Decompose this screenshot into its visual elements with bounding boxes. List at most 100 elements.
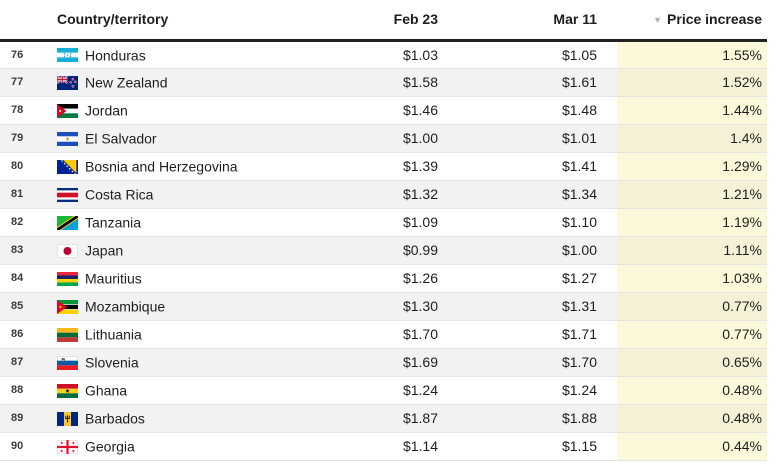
- mar11-price-cell: $1.10: [447, 208, 617, 237]
- table-row: 77 New Zealand $1.58 $1.61 1.52%: [0, 68, 767, 97]
- feb23-price-cell: $1.69: [317, 348, 447, 377]
- country-name: Barbados: [85, 410, 145, 427]
- feb23-price-cell: $1.00: [317, 124, 447, 153]
- country-cell: Ghana: [57, 376, 317, 405]
- mar11-price-cell: $1.34: [447, 180, 617, 209]
- price-increase-cell: 0.65%: [617, 348, 767, 377]
- rank-cell: 77: [0, 68, 57, 97]
- price-increase-cell: 1.11%: [617, 236, 767, 265]
- price-increase-column-header[interactable]: ▼ Price increase: [617, 0, 767, 42]
- price-increase-cell: 1.03%: [617, 264, 767, 293]
- mar11-price-cell: $1.01: [447, 124, 617, 153]
- table-row: 88 Ghana $1.24 $1.24 0.48%: [0, 376, 767, 405]
- table-row: 86 Lithuania $1.70 $1.71 0.77%: [0, 320, 767, 349]
- country-cell: New Zealand: [57, 68, 317, 97]
- sort-descending-icon[interactable]: ▼: [653, 15, 663, 26]
- feb23-column-header[interactable]: Feb 23: [317, 0, 447, 42]
- table-row: 87 Slovenia $1.69 $1.70 0.65%: [0, 348, 767, 377]
- mar11-price-cell: $1.05: [447, 40, 617, 69]
- country-name: El Salvador: [85, 130, 157, 147]
- price-increase-cell: 1.52%: [617, 68, 767, 97]
- jordan-flag-icon: [57, 103, 78, 118]
- country-name: Lithuania: [85, 326, 142, 343]
- mar11-price-cell: $1.27: [447, 264, 617, 293]
- rank-cell: 87: [0, 348, 57, 377]
- tanzania-flag-icon: [57, 215, 78, 230]
- price-increase-cell: 1.29%: [617, 152, 767, 181]
- country-name: Georgia: [85, 438, 135, 455]
- feb23-price-cell: $1.03: [317, 40, 447, 69]
- feb23-price-cell: $1.26: [317, 264, 447, 293]
- rank-cell: 90: [0, 432, 57, 461]
- mar11-price-cell: $1.61: [447, 68, 617, 97]
- country-cell: Mozambique: [57, 292, 317, 321]
- price-increase-cell: 0.48%: [617, 376, 767, 405]
- feb23-price-cell: $1.46: [317, 96, 447, 125]
- country-cell: El Salvador: [57, 124, 317, 153]
- price-increase-cell: 0.77%: [617, 320, 767, 349]
- country-cell: Barbados: [57, 404, 317, 433]
- feb23-price-cell: $1.14: [317, 432, 447, 461]
- table-row: 80 Bosnia and Herzegovina $1.39 $1.41 1.…: [0, 152, 767, 181]
- feb23-price-cell: $1.09: [317, 208, 447, 237]
- country-cell: Mauritius: [57, 264, 317, 293]
- price-table: Country/territory Feb 23 Mar 11 ▼ Price i…: [0, 0, 767, 461]
- rank-cell: 78: [0, 96, 57, 125]
- country-name: Ghana: [85, 382, 128, 399]
- country-cell: Tanzania: [57, 208, 317, 237]
- country-cell: Bosnia and Herzegovina: [57, 152, 317, 181]
- rank-cell: 86: [0, 320, 57, 349]
- country-name: Honduras: [85, 47, 146, 64]
- mozambique-flag-icon: [57, 299, 78, 314]
- country-name: Mozambique: [85, 298, 166, 315]
- country-name: Mauritius: [85, 270, 142, 287]
- mar11-column-header[interactable]: Mar 11: [447, 0, 617, 42]
- price-increase-cell: 1.21%: [617, 180, 767, 209]
- country-name: Jordan: [85, 102, 128, 119]
- table-row: 90 Georgia $1.14 $1.15 0.44%: [0, 432, 767, 461]
- table-row: 89 Barbados $1.87 $1.88 0.48%: [0, 404, 767, 433]
- mar11-price-cell: $1.48: [447, 96, 617, 125]
- slovenia-flag-icon: [57, 355, 78, 370]
- price-increase-cell: 1.55%: [617, 40, 767, 69]
- price-increase-cell: 0.77%: [617, 292, 767, 321]
- table-row: 83 Japan $0.99 $1.00 1.11%: [0, 236, 767, 265]
- mar11-price-cell: $1.15: [447, 432, 617, 461]
- table-row: 82 Tanzania $1.09 $1.10 1.19%: [0, 208, 767, 237]
- country-cell: Lithuania: [57, 320, 317, 349]
- mar11-price-cell: $1.24: [447, 376, 617, 405]
- country-cell: Japan: [57, 236, 317, 265]
- rank-cell: 79: [0, 124, 57, 153]
- price-increase-cell: 1.19%: [617, 208, 767, 237]
- georgia-flag-icon: [57, 439, 78, 454]
- country-cell: Costa Rica: [57, 180, 317, 209]
- country-column-header[interactable]: Country/territory: [57, 0, 317, 42]
- country-name: Costa Rica: [85, 186, 154, 203]
- feb23-price-cell: $1.32: [317, 180, 447, 209]
- feb23-price-cell: $1.30: [317, 292, 447, 321]
- price-increase-cell: 1.4%: [617, 124, 767, 153]
- price-increase-cell: 1.44%: [617, 96, 767, 125]
- country-cell: Georgia: [57, 432, 317, 461]
- country-cell: Slovenia: [57, 348, 317, 377]
- feb23-price-cell: $0.99: [317, 236, 447, 265]
- country-name: Slovenia: [85, 354, 139, 371]
- rank-cell: 85: [0, 292, 57, 321]
- mar11-price-cell: $1.00: [447, 236, 617, 265]
- country-name: Bosnia and Herzegovina: [85, 158, 238, 175]
- rank-cell: 82: [0, 208, 57, 237]
- costa-rica-flag-icon: [57, 187, 78, 202]
- ghana-flag-icon: [57, 383, 78, 398]
- table-row: 79 El Salvador $1.00 $1.01 1.4%: [0, 124, 767, 153]
- honduras-flag-icon: [57, 48, 78, 63]
- table-row: 84 Mauritius $1.26 $1.27 1.03%: [0, 264, 767, 293]
- table-header-row: Country/territory Feb 23 Mar 11 ▼ Price i…: [0, 0, 767, 42]
- rank-cell: 76: [0, 40, 57, 69]
- mar11-price-cell: $1.70: [447, 348, 617, 377]
- feb23-price-cell: $1.70: [317, 320, 447, 349]
- country-name: Japan: [85, 242, 124, 259]
- price-increase-cell: 0.48%: [617, 404, 767, 433]
- table-row: 76 Honduras $1.03 $1.05 1.55%: [0, 40, 767, 69]
- japan-flag-icon: [57, 243, 78, 258]
- bosnia-flag-icon: [57, 159, 78, 174]
